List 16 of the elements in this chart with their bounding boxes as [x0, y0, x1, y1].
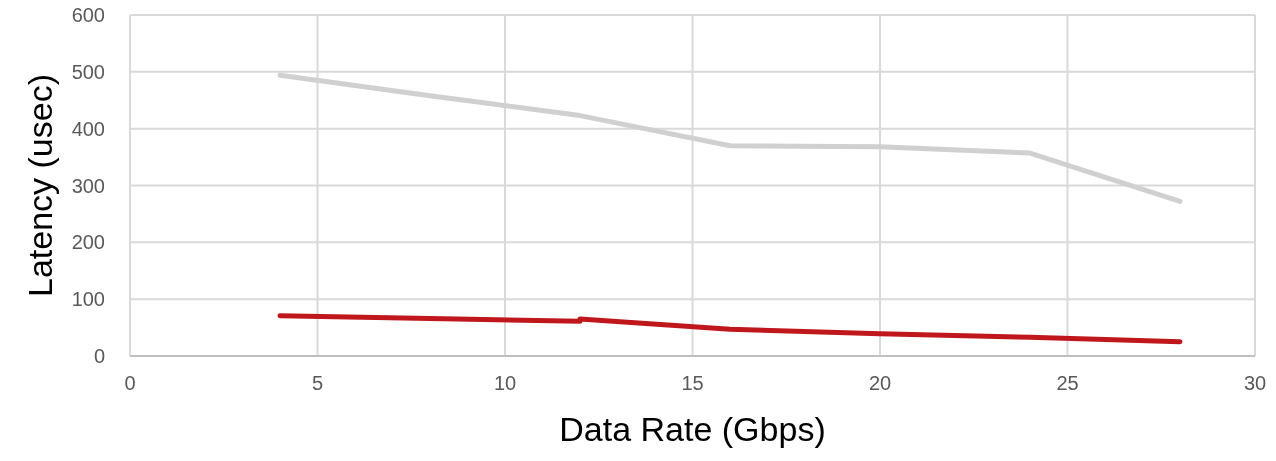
- y-tick-label: 300: [71, 174, 105, 197]
- x-tick-label: 20: [868, 372, 892, 394]
- y-tick-label: 0: [93, 345, 105, 367]
- y-tick-label: 200: [71, 231, 105, 254]
- x-axis-title: Data Rate (Gbps): [559, 410, 826, 448]
- y-axis-title: Latency (usec): [21, 74, 59, 297]
- x-tick-label: 0: [124, 372, 136, 394]
- y-tick-label: 500: [71, 60, 105, 83]
- x-tick-label: 25: [1056, 372, 1079, 394]
- x-tick-label: 30: [1243, 372, 1267, 394]
- x-tick-label: 15: [681, 372, 704, 394]
- y-tick-label: 100: [71, 288, 105, 311]
- y-tick-label: 400: [71, 117, 105, 140]
- y-tick-label: 600: [71, 4, 105, 26]
- x-tick-label: 5: [311, 372, 324, 394]
- x-tick-label: 10: [493, 372, 517, 394]
